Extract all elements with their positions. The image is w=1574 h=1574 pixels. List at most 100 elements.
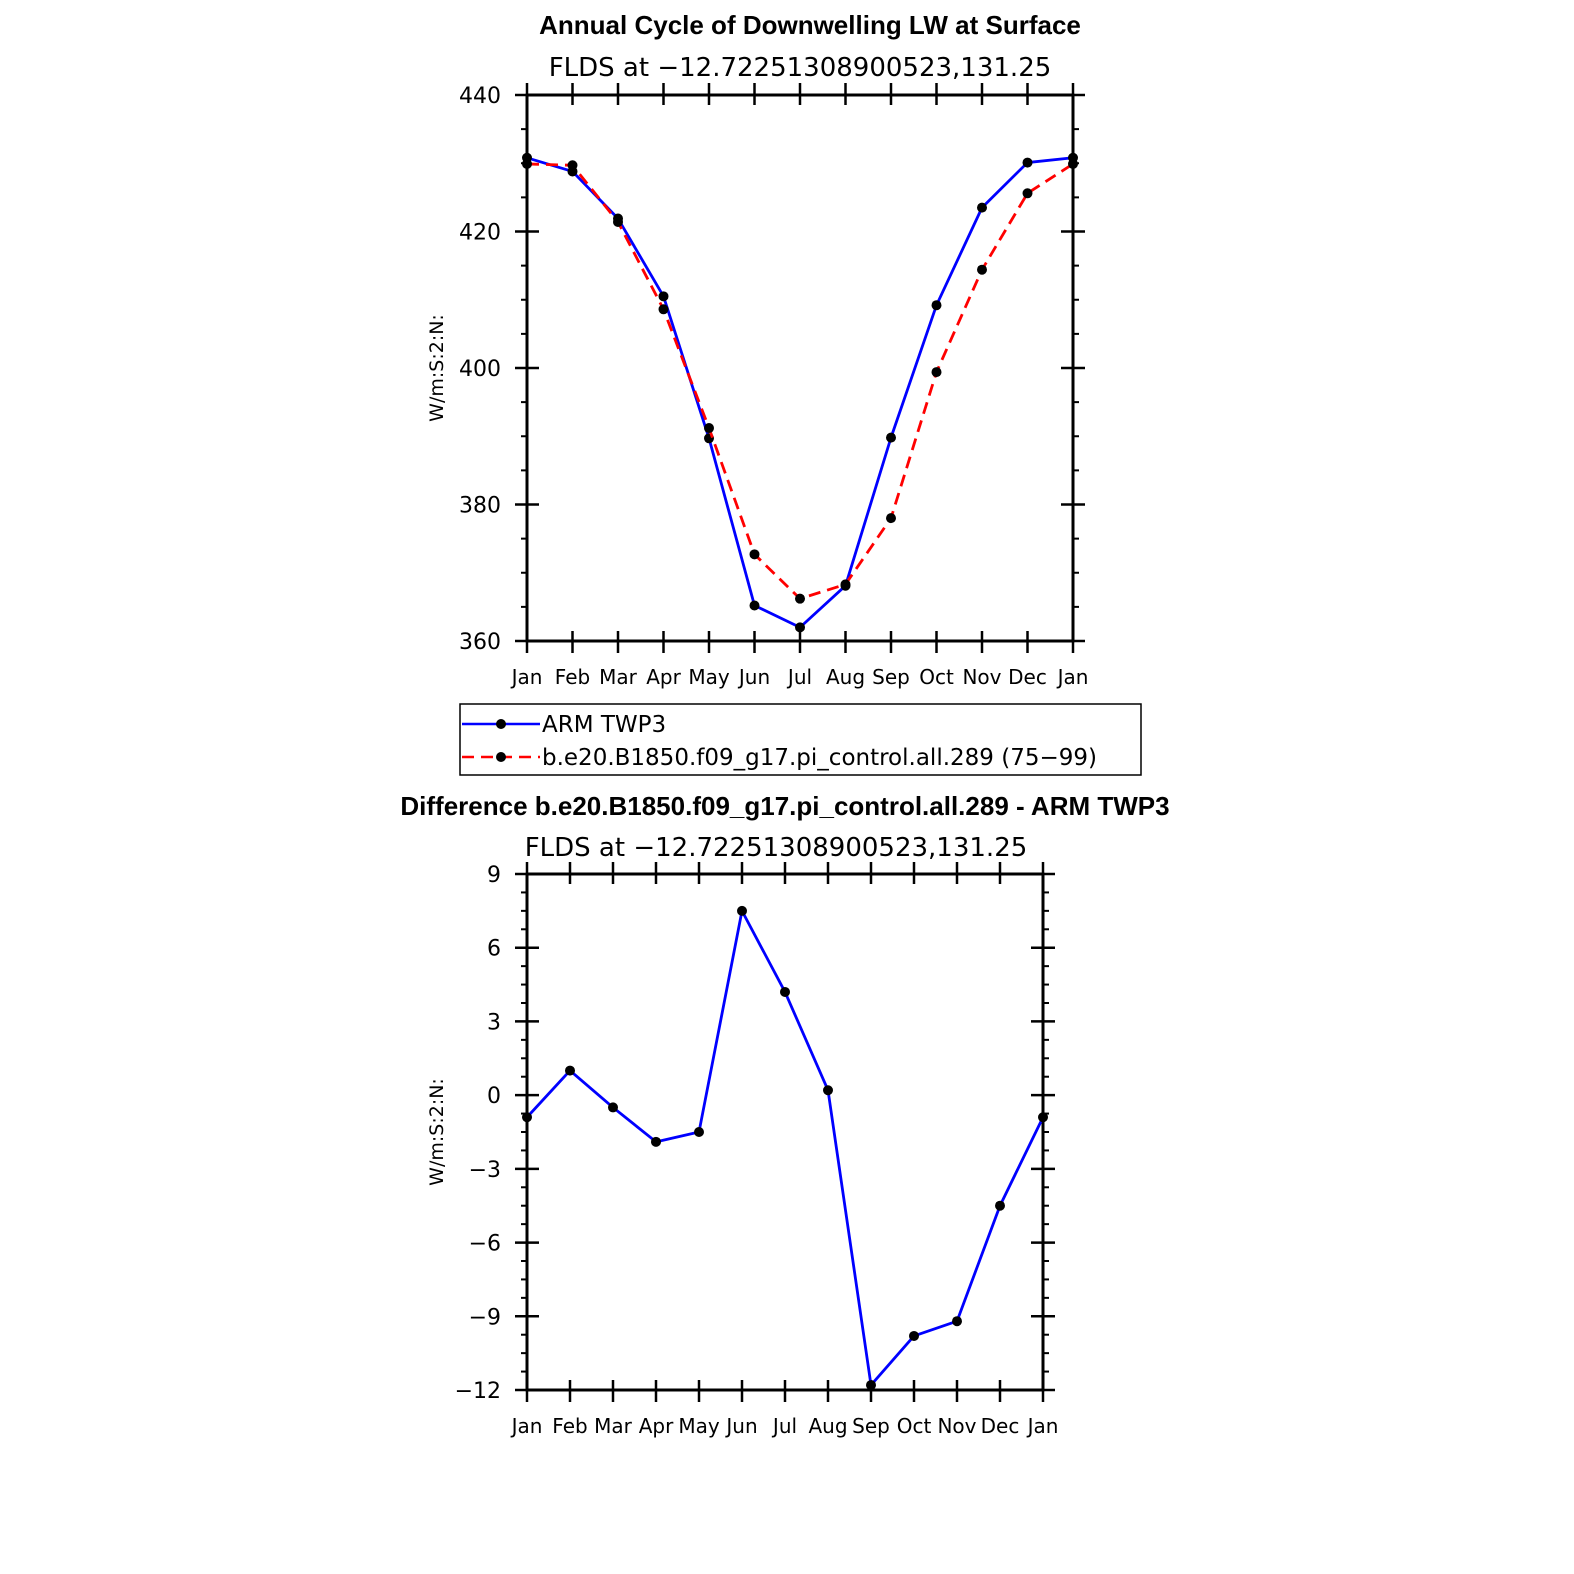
legend-marker-arm xyxy=(496,719,506,729)
y-tick-label: 440 xyxy=(459,84,501,109)
x-tick-label: Nov xyxy=(962,665,1001,689)
data-point xyxy=(977,202,987,213)
x-tick-label: Aug xyxy=(826,665,865,689)
y-tick-label: 420 xyxy=(459,221,501,246)
plot-frame xyxy=(525,93,1075,643)
x-tick-label: Jan xyxy=(510,1414,543,1438)
y-axis-label: W/m:S:2:N: xyxy=(426,314,448,422)
data-point xyxy=(1022,157,1033,168)
x-tick-labels: Jan Feb Mar Apr May Jun Jul Aug Sep Oct Nov Dec Jan xyxy=(510,665,1089,689)
data-point xyxy=(977,264,987,275)
x-tick-label: Apr xyxy=(639,1414,674,1438)
legend-entry-arm: ARM TWP3 xyxy=(542,712,666,738)
data-point xyxy=(886,513,896,524)
data-series xyxy=(522,152,1078,633)
x-tick-labels: Jan Feb Mar Apr May Jun Jul Aug Sep Oct Nov Dec Jan xyxy=(510,1414,1059,1438)
y-axis-label: W/m:S:2:N: xyxy=(426,1078,448,1186)
data-point xyxy=(565,1065,575,1076)
panel-annual-cycle: Annual Cycle of Downwelling LW at Surfac… xyxy=(426,10,1142,776)
data-point xyxy=(1022,188,1033,199)
x-tick-label: Jan xyxy=(1056,665,1089,689)
data-point xyxy=(823,1085,833,1096)
legend-entry-model: b.e20.B1850.f09_g17.pi_control.all.289 (… xyxy=(542,745,1097,771)
data-point xyxy=(995,1200,1005,1211)
y-tick-label: 9 xyxy=(487,863,501,888)
tick-marks xyxy=(515,83,1085,653)
x-tick-label: Mar xyxy=(599,665,638,689)
x-tick-label: Sep xyxy=(852,1414,890,1438)
legend-box xyxy=(459,703,1142,776)
data-point xyxy=(658,304,669,315)
data-point xyxy=(866,1380,876,1391)
x-tick-label: Apr xyxy=(646,665,681,689)
data-point xyxy=(780,986,790,997)
legend-marker-model xyxy=(496,752,506,762)
y-tick-label: 3 xyxy=(487,1010,501,1035)
series-line-0 xyxy=(525,909,1045,1387)
y-tick-label: −3 xyxy=(469,1158,501,1183)
data-point xyxy=(608,1102,618,1113)
x-tick-label: Jan xyxy=(1026,1414,1059,1438)
x-tick-label: May xyxy=(688,665,730,689)
x-tick-label: Mar xyxy=(594,1414,633,1438)
y-tick-labels: −12 −9 −6 −3 0 3 6 9 xyxy=(455,863,501,1404)
y-tick-label: 380 xyxy=(459,494,501,519)
panel-difference: Difference b.e20.B1850.f09_g17.pi_contro… xyxy=(400,791,1169,1438)
plot-frame xyxy=(525,872,1045,1392)
x-tick-label: Dec xyxy=(1008,665,1047,689)
data-point xyxy=(737,905,747,916)
y-tick-label: −12 xyxy=(455,1379,501,1404)
data-point xyxy=(704,423,714,434)
data-point xyxy=(909,1330,919,1341)
x-tick-label: Aug xyxy=(808,1414,847,1438)
y-tick-label: −6 xyxy=(469,1232,501,1257)
data-point xyxy=(522,158,532,169)
data-point xyxy=(1038,1112,1048,1123)
x-tick-label: Dec xyxy=(981,1414,1020,1438)
x-tick-label: Jun xyxy=(737,665,770,689)
data-point xyxy=(522,1112,532,1123)
x-tick-label: Oct xyxy=(919,665,954,689)
data-series xyxy=(522,905,1048,1391)
data-point xyxy=(886,432,896,443)
data-point xyxy=(694,1127,704,1137)
chart-title: Difference b.e20.B1850.f09_g17.pi_contro… xyxy=(400,791,1169,821)
x-tick-label: May xyxy=(678,1414,720,1438)
data-point xyxy=(651,1136,661,1147)
x-tick-label: Jul xyxy=(771,1414,797,1438)
x-tick-label: Feb xyxy=(552,1414,587,1438)
y-tick-label: −9 xyxy=(469,1305,501,1330)
x-tick-label: Nov xyxy=(937,1414,976,1438)
data-point xyxy=(931,367,942,378)
data-point xyxy=(749,549,760,560)
data-point xyxy=(840,579,851,590)
chart-title: Annual Cycle of Downwelling LW at Surfac… xyxy=(539,10,1081,40)
x-tick-label: Jul xyxy=(786,665,812,689)
x-tick-label: Jun xyxy=(724,1414,757,1438)
y-tick-label: 360 xyxy=(459,630,501,655)
data-point xyxy=(613,216,623,227)
data-point xyxy=(658,291,669,302)
tick-marks xyxy=(515,862,1055,1402)
series-line-0 xyxy=(526,156,1074,629)
y-tick-labels: 360 380 400 420 440 xyxy=(459,84,501,655)
data-point xyxy=(795,622,805,633)
x-tick-label: Jan xyxy=(510,665,543,689)
legend: ARM TWP3 b.e20.B1850.f09_g17.pi_control.… xyxy=(459,703,1142,776)
data-point xyxy=(931,300,942,311)
y-tick-label: 6 xyxy=(487,937,501,962)
data-point xyxy=(749,600,760,611)
data-point xyxy=(567,160,578,171)
y-tick-label: 400 xyxy=(459,357,501,382)
chart-subtitle: FLDS at −12.72251308900523,131.25 xyxy=(525,833,1028,863)
data-point xyxy=(952,1316,962,1327)
x-tick-label: Oct xyxy=(897,1414,932,1438)
chart-subtitle: FLDS at −12.72251308900523,131.25 xyxy=(549,53,1052,83)
y-tick-label: 0 xyxy=(487,1084,501,1109)
series-line-1 xyxy=(526,162,1074,601)
data-point xyxy=(1068,158,1078,169)
data-point xyxy=(795,593,805,604)
x-tick-label: Feb xyxy=(555,665,590,689)
x-tick-label: Sep xyxy=(872,665,910,689)
